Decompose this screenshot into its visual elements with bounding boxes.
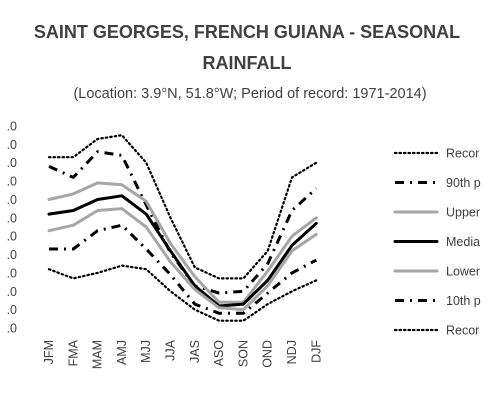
chart-subtitle: (Location: 3.9°N, 51.8°W; Period of reco… bbox=[73, 86, 426, 102]
x-tick-label: AMJ bbox=[115, 340, 129, 365]
chart-title-line-1: SAINT GEORGES, FRENCH GUIANA - SEASONAL bbox=[34, 22, 460, 42]
legend-label-1: Recor bbox=[446, 147, 479, 161]
series-line-7 bbox=[47, 264, 318, 322]
series-line-1 bbox=[47, 134, 318, 280]
y-tick-label: .0 bbox=[7, 266, 17, 280]
y-tick-label: .0 bbox=[7, 285, 17, 299]
series-line-4 bbox=[47, 194, 318, 308]
legend-label-2: 90th p bbox=[446, 176, 481, 190]
y-tick-label: .0 bbox=[7, 156, 17, 170]
y-tick-label: .0 bbox=[7, 211, 17, 225]
y-tick-label: .0 bbox=[7, 175, 17, 189]
x-tick-label: ASO bbox=[212, 340, 226, 367]
x-tick-label: OND bbox=[261, 340, 275, 368]
y-tick-label: .0 bbox=[7, 303, 17, 317]
series-line-6 bbox=[49, 223, 317, 315]
x-tick-label: MJJ bbox=[139, 340, 153, 363]
legend: Recor 90th p Upper Media Lower 10th p Recor bbox=[393, 147, 481, 338]
y-tick-label: .0 bbox=[7, 138, 17, 152]
y-axis-ticks: .0 .0 .0 .0 .0 .0 .0 .0 .0 .0 .0 .0 bbox=[7, 120, 17, 336]
x-tick-label: NDJ bbox=[285, 340, 299, 364]
x-tick-label: DJF bbox=[309, 340, 323, 363]
y-tick-label: .0 bbox=[7, 322, 17, 336]
y-tick-label: .0 bbox=[7, 193, 17, 207]
plot-area bbox=[47, 134, 318, 322]
legend-label-3: Upper bbox=[446, 206, 480, 220]
chart-title-line-2: RAINFALL bbox=[203, 53, 292, 73]
legend-label-6: 10th p bbox=[446, 294, 481, 308]
x-axis-ticks: JFM FMA MAM AMJ MJJ JJA JAS ASO SON OND NDJ DJF bbox=[42, 339, 323, 369]
x-tick-label: JJA bbox=[164, 339, 178, 361]
y-tick-label: .0 bbox=[7, 120, 17, 134]
x-tick-label: FMA bbox=[66, 339, 80, 366]
series-line-3 bbox=[47, 181, 318, 304]
series-line-5 bbox=[47, 207, 318, 312]
legend-label-4: Media bbox=[446, 235, 480, 249]
x-tick-label: MAM bbox=[91, 340, 105, 369]
y-tick-label: .0 bbox=[7, 230, 17, 244]
legend-label-5: Lower bbox=[446, 265, 480, 279]
x-tick-label: JFM bbox=[42, 340, 56, 364]
y-tick-label: .0 bbox=[7, 248, 17, 262]
x-tick-label: SON bbox=[236, 340, 250, 367]
legend-label-7: Recor bbox=[446, 324, 479, 338]
x-tick-label: JAS bbox=[188, 340, 202, 363]
